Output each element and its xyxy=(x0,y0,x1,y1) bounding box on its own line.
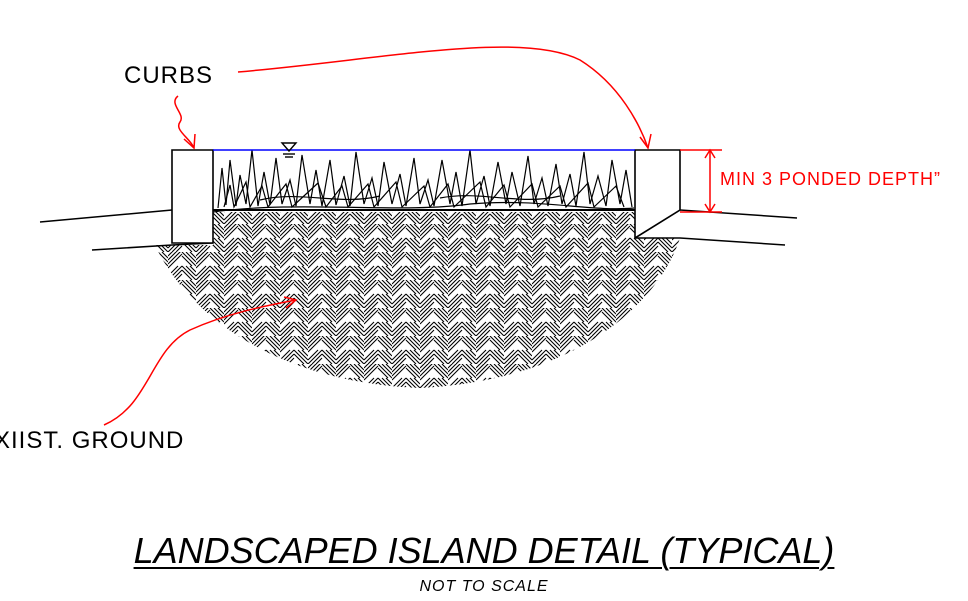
detail-title: LANDSCAPED ISLAND DETAIL (TYPICAL) xyxy=(133,530,835,571)
curbs-label: CURBS xyxy=(124,62,214,89)
curbs-leaders xyxy=(174,46,652,150)
ponded-depth-dimension xyxy=(680,148,722,214)
right-curb xyxy=(634,149,681,240)
water-level-triangle-icon xyxy=(280,142,298,158)
scale-note: NOT TO SCALE xyxy=(419,578,549,595)
grass xyxy=(212,149,635,213)
right-grade-line xyxy=(679,209,798,219)
left-grade-line xyxy=(39,209,173,223)
right-subgrade-line xyxy=(635,237,786,246)
soil-hatch xyxy=(155,212,680,388)
left-curb xyxy=(171,149,214,244)
existing-ground-label: XIIST. GROUND xyxy=(0,427,185,454)
ground-leader xyxy=(103,296,298,426)
ponded-depth-label: MIN 3 PONDED DEPTH” xyxy=(720,169,942,189)
